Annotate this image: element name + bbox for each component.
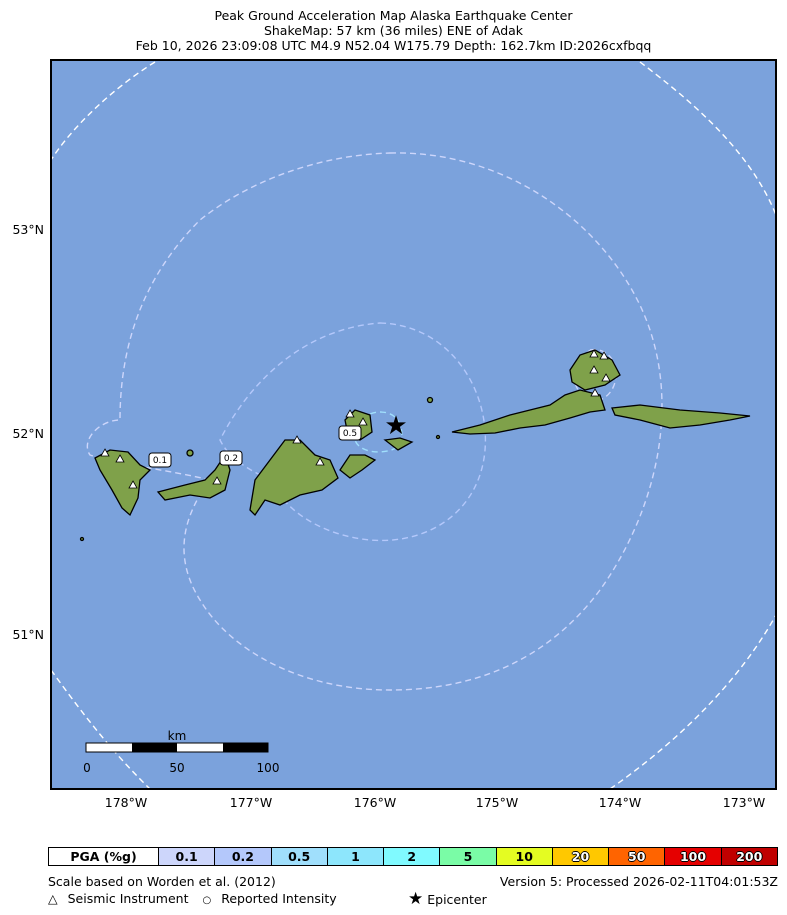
contour-label-0.5: 0.5 xyxy=(343,429,357,439)
legend-bin: 0.2 xyxy=(214,848,271,865)
svg-text:50: 50 xyxy=(169,761,184,775)
map-frame xyxy=(50,59,777,790)
legend-bin: 10 xyxy=(495,848,552,865)
legend-title: PGA (%g) xyxy=(49,848,158,865)
map-title: Peak Ground Acceleration Map Alaska Eart… xyxy=(214,8,573,23)
scale-note: Scale based on Worden et al. (2012) xyxy=(48,874,276,889)
legend-bin: 200 xyxy=(720,848,777,865)
legend-bin: 2 xyxy=(383,848,440,865)
legend-bin: 20 xyxy=(551,848,609,865)
island-kanaga xyxy=(249,439,339,517)
island-tanaga xyxy=(156,453,231,501)
island-amlia xyxy=(611,404,751,429)
lon-tick: 173°W xyxy=(723,795,765,810)
contour-0.1 xyxy=(86,152,663,691)
svg-text:100: 100 xyxy=(257,761,280,775)
svg-text:0: 0 xyxy=(83,761,91,775)
epicenter-label: Epicenter xyxy=(427,892,487,907)
event-details: Feb 10, 2026 23:09:08 UTC M4.9 N52.04 W1… xyxy=(135,38,652,53)
island-small xyxy=(383,437,414,451)
legend-bin: 0.1 xyxy=(158,848,215,865)
legend-bin: 100 xyxy=(664,848,721,865)
contour-outer xyxy=(51,61,776,789)
map-subtitle: ShakeMap: 57 km (36 miles) ENE of Adak xyxy=(263,23,524,38)
lon-tick: 174°W xyxy=(599,795,641,810)
seismic-instrument-icon: △ xyxy=(48,891,58,906)
lat-tick: 52°N xyxy=(12,426,44,441)
shakemap-map: 0.1 0.2 0.5 ★ 178°W 177°W 176°W 175°W 17… xyxy=(12,59,777,810)
reported-intensity-label: Reported Intensity xyxy=(221,891,337,906)
contour-label-0.2: 0.2 xyxy=(224,454,238,464)
island-group-west xyxy=(94,449,152,517)
lon-tick: 177°W xyxy=(230,795,272,810)
epicenter-icon: ★ xyxy=(408,889,424,909)
island-adak xyxy=(339,454,377,479)
lon-tick: 176°W xyxy=(354,795,396,810)
seismic-instrument-label: Seismic Instrument xyxy=(67,891,189,906)
svg-text:km: km xyxy=(168,729,187,743)
contour-label-0.1: 0.1 xyxy=(153,456,167,466)
reported-intensity-icon: ○ xyxy=(202,895,212,906)
legend-bin: 1 xyxy=(326,848,384,865)
island-atka xyxy=(451,389,606,435)
seismic-instruments xyxy=(100,349,611,489)
version-note: Version 5: Processed 2026-02-11T04:01:53… xyxy=(499,874,778,889)
lon-tick: 178°W xyxy=(105,795,147,810)
epicenter-star-icon: ★ xyxy=(384,411,407,441)
scale-bar: km 0 50 100 xyxy=(83,729,279,775)
lat-tick: 53°N xyxy=(12,222,44,237)
lon-tick: 175°W xyxy=(476,795,518,810)
lat-tick: 51°N xyxy=(12,627,44,642)
pga-legend: PGA (%g) 0.1 0.2 0.5 1 2 5 10 20 50 100 200 xyxy=(48,847,778,866)
legend-bin: 50 xyxy=(608,848,665,865)
legend-bin: 0.5 xyxy=(270,848,327,865)
contour-0.5 xyxy=(353,411,403,453)
legend-bin: 5 xyxy=(439,848,496,865)
contour-0.2 xyxy=(219,322,487,542)
